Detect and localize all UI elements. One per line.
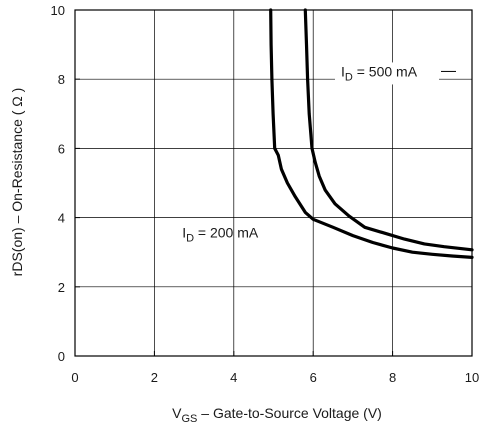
annotations: ID = 500 mA ID = 200 mA <box>182 62 456 245</box>
y-axis-title: rDS(on) – On-Resistance ( Ω ) <box>9 88 25 277</box>
x-tick-label: 2 <box>151 370 158 385</box>
x-axis-title: VGS – Gate-to-Source Voltage (V) <box>172 405 382 425</box>
plot-frame <box>74 9 473 357</box>
x-tick-label: 6 <box>310 370 317 385</box>
x-tick-label: 0 <box>71 370 78 385</box>
y-tick-labels: 0 2 4 6 8 10 <box>51 3 80 364</box>
x-tick-label: 4 <box>230 370 237 385</box>
series-lines <box>269 8 474 259</box>
series-label-id-500ma: ID = 500 mA <box>341 63 418 83</box>
grid <box>75 10 472 356</box>
y-tick-label: 10 <box>51 3 65 18</box>
series-line-id-500ma <box>303 8 474 252</box>
plot-border <box>74 9 473 357</box>
y-tick-label: 4 <box>58 211 65 226</box>
y-tick-label: 0 <box>58 349 65 364</box>
y-tick-label: 2 <box>58 280 65 295</box>
x-tick-label: 10 <box>465 370 479 385</box>
series-line-id-200ma <box>269 8 474 259</box>
y-tick-label: 6 <box>58 141 65 156</box>
series-label-id-200ma: ID = 200 mA <box>182 225 259 245</box>
x-tick-labels: 0 2 4 6 8 10 <box>71 351 479 385</box>
annotation-background <box>334 62 439 85</box>
x-tick-label: 8 <box>389 370 396 385</box>
y-tick-label: 8 <box>58 72 65 87</box>
